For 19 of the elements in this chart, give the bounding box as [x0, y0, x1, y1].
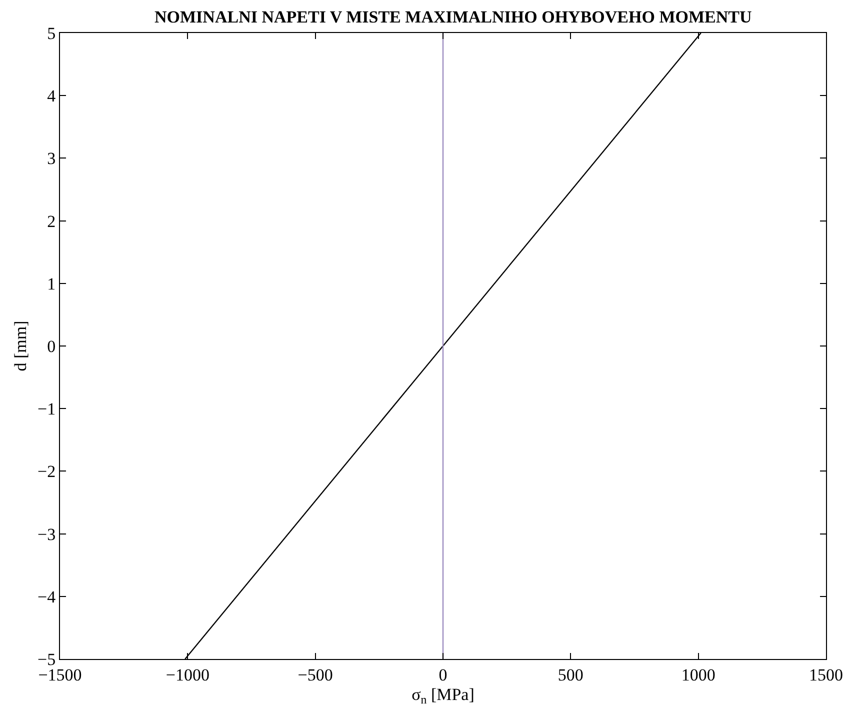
y-tick-label: −2 [38, 462, 56, 482]
y-tick-label: 4 [47, 86, 56, 106]
chart-title: NOMINALNI NAPETI V MISTE MAXIMALNIHO OHYBOVEHO MOMENTU [154, 8, 752, 27]
y-tick-label: 1 [47, 274, 56, 294]
x-tick-label: 0 [438, 665, 448, 684]
y-axis-title: d [mm] [11, 320, 30, 372]
x-axis-title: σ$_{n}$ [MPa] [412, 684, 474, 706]
y-tick-label: −4 [38, 587, 56, 606]
x-tick-label: −500 [298, 665, 333, 684]
x-tick-label: 1500 [809, 665, 843, 684]
x-tick-label: 500 [558, 665, 584, 684]
x-tick-label: 1000 [681, 665, 716, 684]
y-tick-label: 3 [47, 149, 56, 168]
y-tick-label: −1 [38, 400, 56, 419]
y-tick-label: 0 [47, 336, 56, 356]
y-tick-label: 2 [47, 212, 56, 231]
y-tick-label: −3 [38, 524, 56, 544]
y-tick-label: 5 [47, 24, 56, 43]
x-tick-label: −1000 [166, 665, 210, 684]
